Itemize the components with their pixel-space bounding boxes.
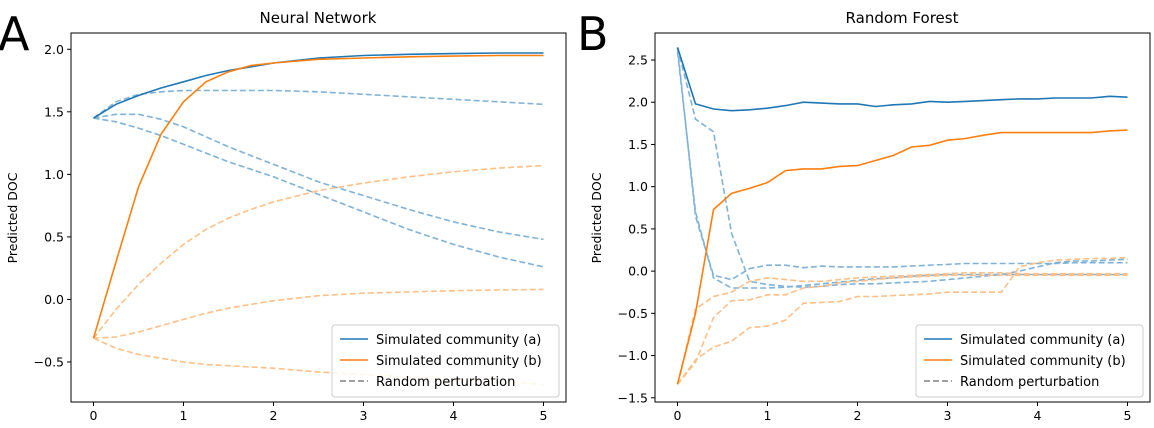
y-tick-label-b-0.5: 0.5 [628,221,648,236]
panel-random-forest: B Random Forest Predicted DOC 0 1 2 3 4 5 −1.5… [577,7,1151,423]
x-tick-label-b-5: 5 [1124,408,1132,423]
legend-label-b-perturbation: Random perturbation [960,375,1099,390]
x-tick-label-b-4: 4 [1034,408,1042,423]
legend-b: Simulated community (a) Simulated commun… [915,324,1144,398]
legend-label-a-perturbation: Random perturbation [376,375,515,390]
series-line-b-4 [676,51,1128,289]
y-tick-label-a-0.5: 0.5 [44,229,64,244]
series-line-b-2 [676,47,1128,281]
series-line-b-6 [676,274,1128,385]
x-tick-label-a-3: 3 [360,408,368,423]
series-line-a-1 [92,54,544,339]
legend-label-b-series-b: Simulated community (b) [960,354,1126,369]
series-line-a-0 [93,52,544,119]
panel-title-neural-network: Neural Network [260,9,377,27]
series-line-a-5 [92,164,544,339]
x-tick-label-b-1: 1 [764,408,772,423]
plot-area-b: 0 1 2 3 4 5 −1.5 −1.0 −0.5 0.0 0.5 1.0 1.5 2.0 2.5 [618,32,1151,423]
x-tick-label-b-3: 3 [944,408,952,423]
series-line-a-3 [93,113,544,241]
series-line-a-2 [93,89,544,119]
y-tick-label-b-0: 0.0 [628,264,648,279]
series-line-b-1 [676,129,1128,385]
legend-label-a-series-a: Simulated community (a) [376,333,541,348]
y-tick-label-a-0: 0.0 [44,292,64,307]
series-line-a-4 [93,117,544,268]
y-axis-label-a: Predicted DOC [5,172,20,263]
series-line-b-0 [676,47,1128,112]
panel-title-random-forest: Random Forest [846,9,959,27]
x-tick-label-b-2: 2 [854,408,862,423]
panel-letter-b: B [577,7,609,61]
y-tick-label-a--0.5: −0.5 [34,354,64,369]
panel-letter-a: A [0,7,30,61]
axes-frame-a [70,32,567,403]
legend-frame-a [331,324,560,398]
x-tick-label-a-0: 0 [90,408,98,423]
y-tick-label-b--0.5: −0.5 [618,306,648,321]
series-line-a-7 [93,337,544,386]
x-tick-label-a-2: 2 [270,408,278,423]
legend-label-b-series-a: Simulated community (a) [960,333,1125,348]
legend-label-a-series-b: Simulated community (b) [376,354,542,369]
y-tick-label-b--1: −1.0 [618,348,648,363]
legend-a: Simulated community (a) Simulated commun… [331,324,560,398]
x-tick-label-a-4: 4 [450,408,458,423]
plot-area-a: 0 1 2 3 4 5 −0.5 0.0 0.5 1.0 1.5 2.0 [34,32,567,423]
legend-frame-b [915,324,1144,398]
x-tick-label-a-5: 5 [540,408,548,423]
y-tick-label-a-1: 1.0 [44,167,64,182]
x-tick-label-b-0: 0 [674,408,682,423]
series-line-b-3 [676,47,1128,289]
y-tick-label-b-2.5: 2.5 [628,53,648,68]
x-tick-label-a-1: 1 [180,408,188,423]
y-tick-label-b-1: 1.0 [628,179,648,194]
y-tick-label-b--1.5: −1.5 [618,390,648,405]
y-tick-label-b-1.5: 1.5 [628,137,648,152]
panel-neural-network: A Neural Network Predicted DOC 0 1 2 3 4 5 −0.… [0,7,567,423]
series-line-b-7 [676,256,1128,385]
y-tick-label-a-1.5: 1.5 [44,104,64,119]
series-line-b-5 [676,271,1128,385]
y-axis-label-b: Predicted DOC [589,172,604,263]
y-tick-label-b-2: 2.0 [628,95,648,110]
axes-frame-b [654,32,1151,403]
y-tick-label-a-2: 2.0 [44,42,64,57]
